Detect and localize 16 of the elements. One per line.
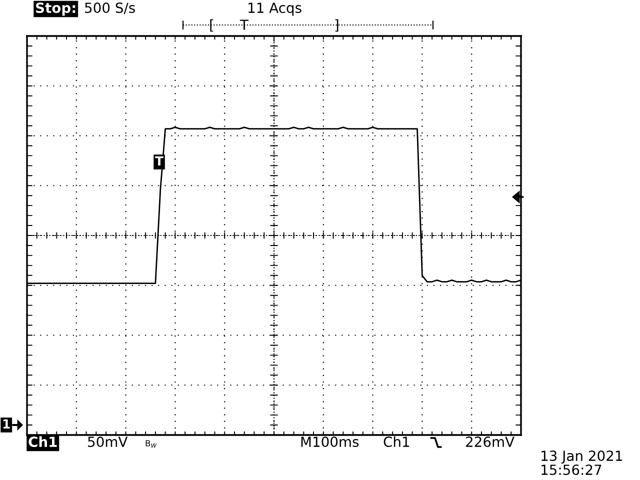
text: Stop: — [36, 2, 76, 16]
text: 15:56:27 — [542, 464, 602, 476]
text: B$_{W}$ — [146, 440, 157, 448]
text: 50mV — [88, 436, 128, 448]
text: ] — [335, 19, 338, 32]
text: 226mV — [466, 436, 514, 448]
text: 500 S/s — [85, 2, 135, 14]
text: M100ms — [301, 436, 359, 448]
text: T — [240, 20, 249, 30]
text: 11 Acqs — [248, 2, 302, 16]
text: [ — [210, 19, 214, 32]
annotation: T — [155, 156, 164, 166]
text: 13 Jan 2021 — [542, 450, 622, 464]
text: 1 — [3, 419, 10, 428]
text: Ch1 — [384, 436, 410, 448]
text: Ch1 — [28, 436, 57, 448]
